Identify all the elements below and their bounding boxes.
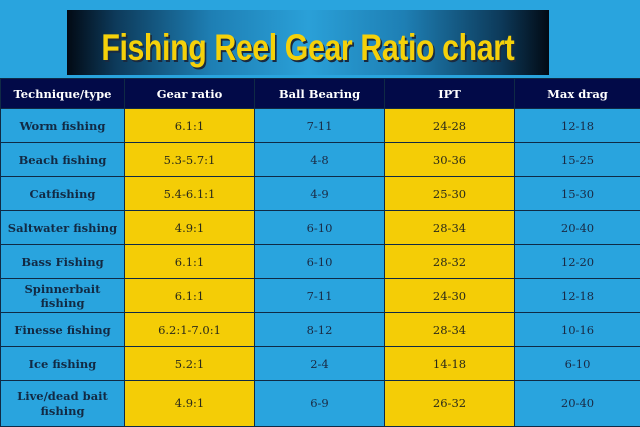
header-max-drag: Max drag	[514, 78, 640, 109]
gear-ratio-cell: 5.4-6.1:1	[124, 176, 255, 211]
table-row: Saltwater fishing 4.9:1 6-10 28-34 20-40	[0, 210, 640, 245]
ball-bearing-cell: 4-8	[254, 142, 385, 177]
technique-cell: Saltwater fishing	[0, 210, 125, 245]
technique-cell: Live/dead bait fishing	[0, 380, 125, 427]
ipt-cell: 14-18	[384, 346, 515, 381]
table-row: Bass Fishing 6.1:1 6-10 28-32 12-20	[0, 244, 640, 279]
technique-cell: Finesse fishing	[0, 312, 125, 347]
ball-bearing-cell: 6-9	[254, 380, 385, 427]
max-drag-cell: 15-25	[514, 142, 640, 177]
ipt-cell: 28-34	[384, 210, 515, 245]
table-row: Live/dead bait fishing 4.9:1 6-9 26-32 2…	[0, 380, 640, 427]
header-ipt: IPT	[384, 78, 515, 109]
table-row: Worm fishing 6.1:1 7-11 24-28 12-18	[0, 108, 640, 143]
title-banner: Fishing Reel Gear Ratio chart	[67, 10, 549, 75]
table-row: Ice fishing 5.2:1 2-4 14-18 6-10	[0, 346, 640, 381]
gear-ratio-cell: 6.1:1	[124, 244, 255, 279]
technique-cell: Bass Fishing	[0, 244, 125, 279]
gear-ratio-cell: 4.9:1	[124, 210, 255, 245]
ipt-cell: 26-32	[384, 380, 515, 427]
header-gear-ratio: Gear ratio	[124, 78, 255, 109]
ball-bearing-cell: 7-11	[254, 108, 385, 143]
ball-bearing-cell: 6-10	[254, 210, 385, 245]
max-drag-cell: 20-40	[514, 210, 640, 245]
technique-cell: Beach fishing	[0, 142, 125, 177]
ball-bearing-cell: 7-11	[254, 278, 385, 313]
table-row: Spinnerbait fishing 6.1:1 7-11 24-30 12-…	[0, 278, 640, 313]
max-drag-cell: 10-16	[514, 312, 640, 347]
gear-ratio-cell: 6.1:1	[124, 108, 255, 143]
gear-ratio-table: Technique/type Gear ratio Ball Bearing I…	[0, 78, 640, 427]
table-row: Beach fishing 5.3-5.7:1 4-8 30-36 15-25	[0, 142, 640, 177]
ball-bearing-cell: 6-10	[254, 244, 385, 279]
ipt-cell: 24-28	[384, 108, 515, 143]
ball-bearing-cell: 2-4	[254, 346, 385, 381]
header-technique: Technique/type	[0, 78, 125, 109]
gear-ratio-cell: 4.9:1	[124, 380, 255, 427]
table-row: Catfishing 5.4-6.1:1 4-9 25-30 15-30	[0, 176, 640, 211]
gear-ratio-cell: 5.2:1	[124, 346, 255, 381]
table-row: Finesse fishing 6.2:1-7.0:1 8-12 28-34 1…	[0, 312, 640, 347]
technique-cell: Ice fishing	[0, 346, 125, 381]
ball-bearing-cell: 4-9	[254, 176, 385, 211]
max-drag-cell: 12-18	[514, 108, 640, 143]
technique-cell: Worm fishing	[0, 108, 125, 143]
max-drag-cell: 12-20	[514, 244, 640, 279]
ipt-cell: 28-34	[384, 312, 515, 347]
technique-cell: Spinnerbait fishing	[0, 278, 125, 313]
header-row: Technique/type Gear ratio Ball Bearing I…	[0, 78, 640, 109]
ipt-cell: 28-32	[384, 244, 515, 279]
max-drag-cell: 15-30	[514, 176, 640, 211]
gear-ratio-cell: 6.2:1-7.0:1	[124, 312, 255, 347]
max-drag-cell: 12-18	[514, 278, 640, 313]
ball-bearing-cell: 8-12	[254, 312, 385, 347]
chart-title: Fishing Reel Gear Ratio chart	[101, 26, 515, 68]
max-drag-cell: 20-40	[514, 380, 640, 427]
technique-cell: Catfishing	[0, 176, 125, 211]
gear-ratio-cell: 5.3-5.7:1	[124, 142, 255, 177]
gear-ratio-cell: 6.1:1	[124, 278, 255, 313]
ipt-cell: 30-36	[384, 142, 515, 177]
header-ball-bearing: Ball Bearing	[254, 78, 385, 109]
max-drag-cell: 6-10	[514, 346, 640, 381]
ipt-cell: 24-30	[384, 278, 515, 313]
ipt-cell: 25-30	[384, 176, 515, 211]
